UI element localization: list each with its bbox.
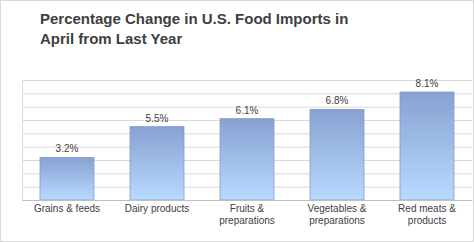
x-tick-label: Fruits &preparations <box>219 203 275 226</box>
bars <box>40 92 454 200</box>
data-labels: 3.2% 5.5% 6.1% 6.8% 8.1% <box>56 78 439 154</box>
y-axis-line <box>23 81 473 201</box>
bar <box>130 127 184 200</box>
data-label: 3.2% <box>56 143 79 154</box>
x-tick-label: Dairy products <box>125 203 189 214</box>
x-tick-label: Vegetables &preparations <box>308 203 367 226</box>
grid-line <box>22 80 472 81</box>
data-label: 6.1% <box>236 105 259 116</box>
bar <box>400 92 454 200</box>
x-tick: Fruits &preparations <box>219 200 275 226</box>
x-tick-label: Grains & feeds <box>34 203 100 214</box>
data-label: 6.8% <box>326 95 349 106</box>
x-tick: Red meats &products <box>398 200 456 226</box>
chart: Percentage Change in U.S. Food Imports i… <box>0 0 474 242</box>
x-tick: Dairy products <box>125 200 189 214</box>
x-axis: Grains & feeds Dairy products Fruits &prep… <box>23 200 473 226</box>
chart-title: Percentage Change in U.S. Food Imports i… <box>40 10 348 47</box>
y-tick <box>22 80 472 81</box>
x-tick: Grains & feeds <box>34 200 100 214</box>
plot-area: Grains & feeds Dairy products Fruits &prep… <box>22 78 473 226</box>
chart-frame <box>1 1 474 242</box>
bar <box>310 109 364 200</box>
x-axis-line <box>23 200 473 201</box>
grid-line <box>22 200 472 201</box>
x-tick-label: Red meats &products <box>398 203 456 226</box>
data-label: 8.1% <box>416 78 439 89</box>
x-tick: Vegetables &preparations <box>308 200 367 226</box>
bar <box>40 157 94 200</box>
y-tick <box>22 200 472 201</box>
y-axis <box>22 81 472 201</box>
bar <box>220 119 274 200</box>
data-label: 5.5% <box>146 113 169 124</box>
